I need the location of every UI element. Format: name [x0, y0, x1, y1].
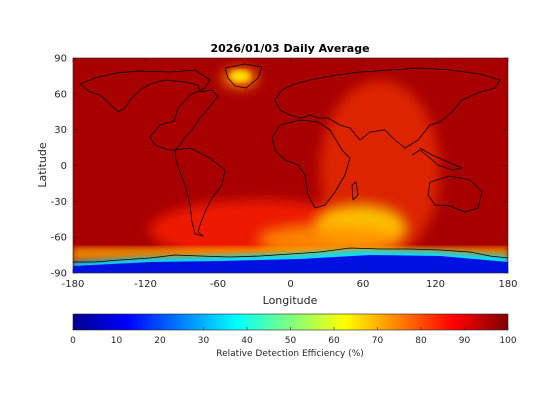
coastlines: [73, 63, 508, 263]
madagascar-coast: [351, 181, 359, 201]
colorbar-tick-label: 10: [111, 336, 123, 346]
colorbar-tick-label: 50: [285, 336, 297, 346]
south-america-coast: [174, 147, 226, 237]
colorbar-ticks: 0 10 20 30 40 50 60 70 80 90 100: [70, 327, 517, 346]
eurasia-coast: [274, 67, 501, 149]
x-tick-label: -60: [210, 279, 226, 290]
colorbar-tick-label: 20: [154, 336, 166, 346]
greenland-yellow-core: [230, 70, 250, 82]
colorbar-tick-label: 40: [241, 336, 253, 346]
y-tick-label: 30: [54, 125, 67, 136]
colorbar-tick-label: 30: [198, 336, 210, 346]
x-tick-label: 120: [426, 279, 445, 290]
antarctica-coast: [73, 247, 508, 263]
y-tick-label: -30: [51, 197, 67, 208]
x-tick-label: -120: [134, 279, 157, 290]
x-axis: -180 -120 -60 0 60 120 180: [62, 58, 518, 290]
x-tick-label: 0: [287, 279, 293, 290]
colorbar-tick-label: 60: [328, 336, 340, 346]
y-tick-label: 90: [54, 54, 67, 65]
africa-coast: [271, 119, 351, 209]
heatmap-field: [73, 58, 508, 273]
y-tick-label: 0: [61, 161, 67, 172]
y-tick-label: -60: [51, 233, 67, 244]
colorbar-label: Relative Detection Efficiency (%): [216, 349, 364, 359]
colorbar-tick-label: 90: [459, 336, 471, 346]
x-tick-label: -180: [62, 279, 85, 290]
north-america-coast: [79, 69, 219, 151]
colorbar-tick-label: 100: [499, 336, 516, 346]
x-tick-label: 180: [498, 279, 517, 290]
colorbar-tick-label: 80: [415, 336, 427, 346]
australia-coast: [427, 175, 483, 213]
antarctica-low-value: [73, 255, 508, 273]
y-axis: 90 60 30 0 -30 -60 -90: [51, 54, 508, 280]
y-axis-label: Latitude: [36, 142, 49, 188]
x-axis-label: Longitude: [263, 294, 318, 307]
greenland-coast: [224, 63, 263, 89]
southeast-asia-islands: [411, 147, 463, 171]
chart-title: 2026/01/03 Daily Average: [210, 42, 369, 55]
y-tick-label: 60: [54, 89, 67, 100]
colorbar-tick-label: 0: [70, 336, 76, 346]
y-tick-label: -90: [51, 269, 67, 280]
x-tick-label: 60: [357, 279, 370, 290]
colorbar-tick-label: 70: [372, 336, 384, 346]
